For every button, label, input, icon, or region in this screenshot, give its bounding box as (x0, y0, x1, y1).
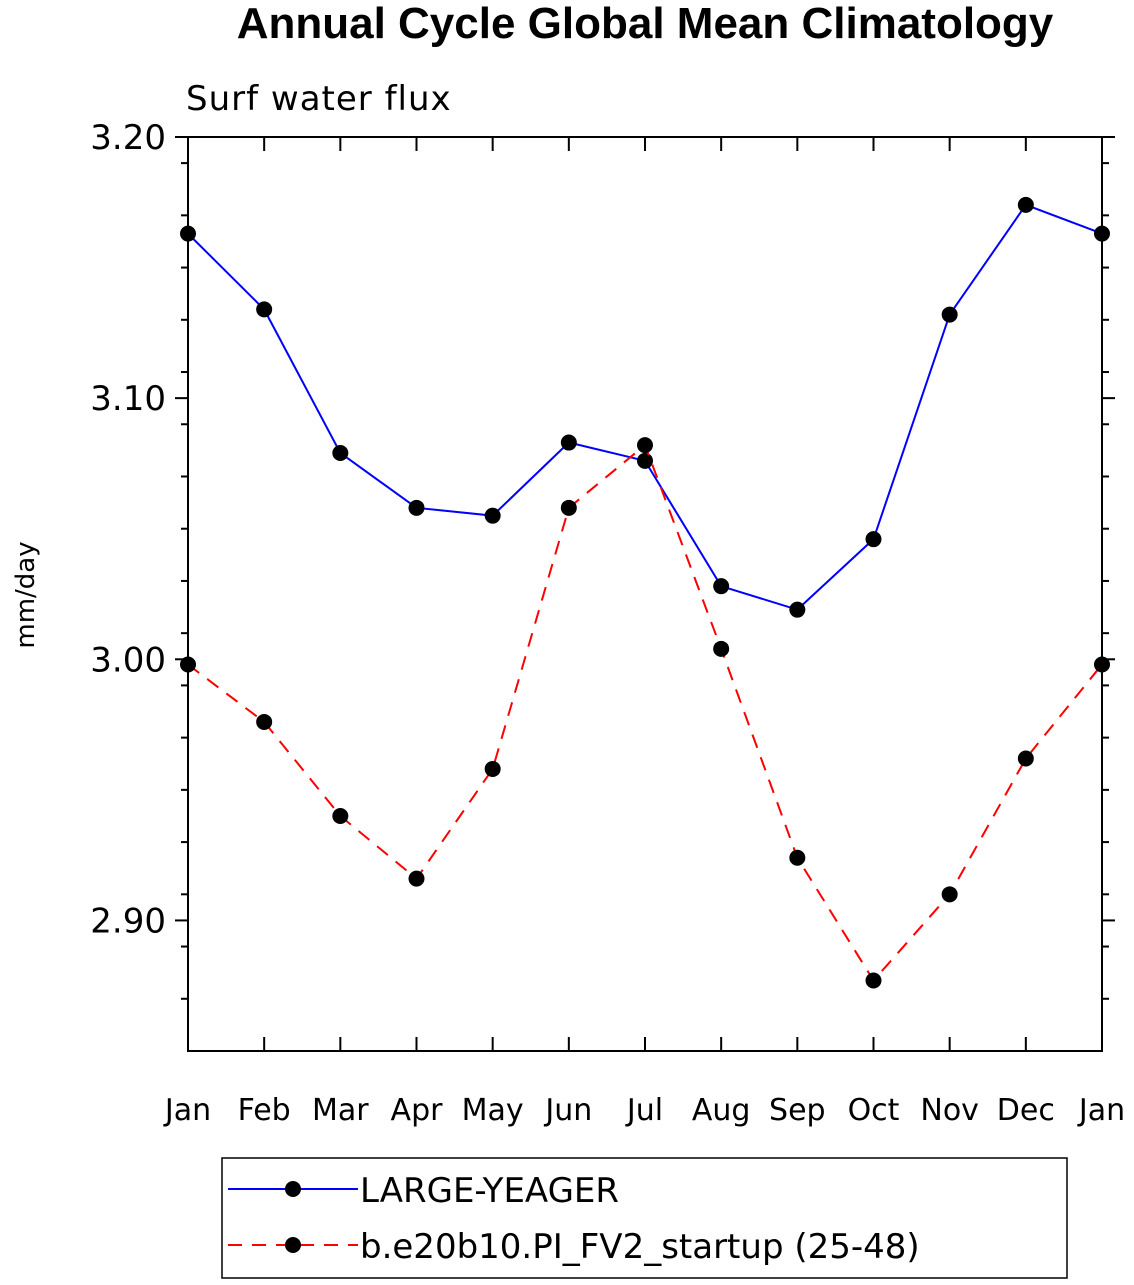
x-tick-label: Feb (238, 1093, 291, 1128)
legend-box (221, 1157, 1068, 1279)
data-point-series-1 (180, 656, 196, 673)
x-tick-label: Oct (848, 1093, 900, 1128)
data-point-series-1 (408, 870, 425, 887)
data-point-series-1 (713, 640, 730, 657)
y-tick-labels: 2.90 3.00 3.10 3.20 (90, 118, 166, 941)
plot-frame (187, 136, 1103, 1052)
legend-entry-large-yeager: LARGE-YEAGER (228, 1171, 619, 1211)
data-point-series-1 (1094, 656, 1110, 673)
x-tick-label: Aug (692, 1093, 751, 1128)
data-point-series-0 (256, 301, 273, 318)
data-point-series-0 (408, 499, 425, 516)
x-tick-label: Dec (997, 1093, 1055, 1128)
data-point-series-1 (637, 437, 653, 454)
data-point-series-0 (484, 507, 501, 524)
data-point-series-0 (180, 225, 196, 242)
chart-subtitle: Surf water flux (186, 79, 452, 119)
series-line-1 (187, 443, 1103, 983)
data-point-series-1 (789, 849, 806, 866)
legend-label-large-yeager: LARGE-YEAGER (360, 1171, 619, 1211)
data-point-series-1 (484, 760, 501, 777)
x-tick-label: Jul (625, 1093, 663, 1128)
data-point-series-1 (560, 499, 577, 516)
data-point-series-0 (332, 444, 349, 461)
x-tick-label: Sep (769, 1093, 826, 1128)
data-point-series-0 (1017, 196, 1034, 213)
data-point-series-1 (256, 713, 273, 730)
y-tick-label: 3.00 (90, 640, 166, 680)
data-point-series-0 (637, 452, 653, 469)
x-tick-label: Jun (543, 1093, 592, 1128)
data-point-series-0 (560, 434, 577, 451)
chart-title: Annual Cycle Global Mean Climatology (237, 0, 1054, 48)
series-line-0 (187, 203, 1103, 611)
x-tick-label: Nov (920, 1093, 979, 1128)
y-axis-label: mm/day (11, 541, 41, 648)
x-tick-label: May (462, 1093, 524, 1128)
x-tick-label: Apr (391, 1093, 444, 1128)
x-tick-label: Jan (163, 1093, 211, 1128)
data-point-series-0 (789, 601, 806, 618)
series-group (180, 196, 1110, 989)
data-point-series-1 (865, 972, 882, 989)
legend-label-startup: b.e20b10.PI_FV2_startup (25-48) (360, 1227, 920, 1267)
y-tick-label: 3.20 (90, 118, 166, 158)
data-point-series-0 (941, 306, 958, 323)
y-tick-label: 2.90 (90, 901, 166, 941)
legend-marker-startup (285, 1237, 301, 1253)
x-tick-label: Mar (312, 1093, 369, 1128)
x-tick-label: Jan (1077, 1093, 1125, 1128)
data-point-series-1 (941, 886, 958, 903)
data-point-series-0 (1094, 225, 1110, 242)
legend-marker-large-yeager (285, 1181, 301, 1197)
axis-ticks (175, 136, 1115, 1051)
data-point-series-1 (1017, 750, 1034, 767)
data-point-series-1 (332, 807, 349, 824)
data-point-series-0 (865, 531, 882, 548)
x-tick-labels: Jan Feb Mar Apr May Jun Jul Aug Sep Oct Nov Dec Jan (163, 1093, 1125, 1128)
y-tick-label: 3.10 (90, 379, 166, 419)
legend-entry-startup: b.e20b10.PI_FV2_startup (25-48) (228, 1227, 920, 1267)
data-point-series-0 (713, 578, 730, 595)
